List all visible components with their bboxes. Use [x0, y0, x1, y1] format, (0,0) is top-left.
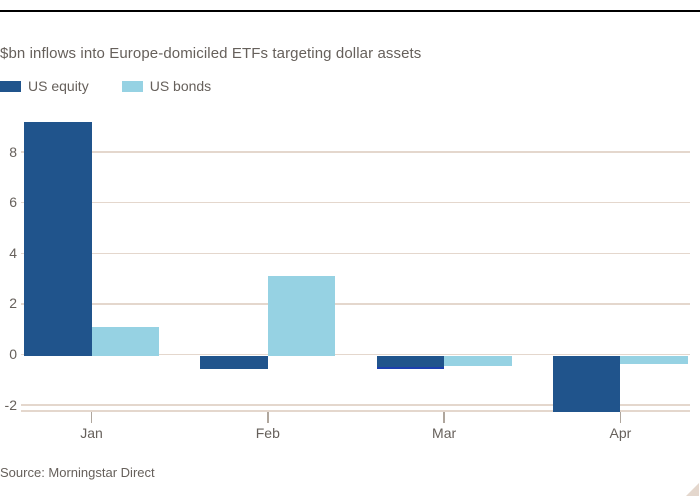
bar-us-equity-apr [552, 356, 621, 412]
x-axis-tick-mar [443, 411, 445, 423]
gridline-4 [21, 252, 690, 255]
resize-corner-triangle [686, 483, 699, 496]
y-axis-label: 6 [9, 194, 17, 211]
gridline-0 [21, 353, 690, 356]
x-axis-tick-jan [90, 411, 93, 423]
x-axis-line [21, 410, 690, 412]
legend-label-us-bonds: US bonds [149, 78, 212, 94]
legend-swatch-us-equity [0, 80, 21, 92]
x-axis-label-apr: Apr [609, 425, 632, 441]
x-axis-tick-feb [267, 411, 269, 423]
legend-swatch-us-bonds [121, 80, 143, 92]
x-axis-tick-apr [619, 411, 622, 423]
x-axis-label-feb: Feb [255, 425, 280, 441]
bar-us-equity-feb [200, 356, 268, 369]
bar-us-bonds-mar [444, 356, 512, 367]
bar-us-equity-mar [376, 356, 445, 369]
gridline-2 [21, 303, 690, 305]
chart-title: $bn inflows into Europe-domiciled ETFs t… [0, 45, 422, 62]
y-axis-label: -2 [4, 396, 17, 413]
x-axis-label-jan: Jan [80, 425, 103, 441]
gridline-8 [21, 151, 690, 153]
gridline-6 [21, 201, 690, 204]
bar-us-equity-jan [24, 121, 92, 356]
bar-us-bonds-apr [620, 356, 688, 364]
y-axis-label: 0 [9, 346, 17, 362]
legend-label-us-equity: US equity [28, 78, 89, 94]
y-axis-label: 8 [9, 143, 17, 160]
x-axis-label-mar: Mar [432, 425, 457, 441]
gridline--2 [21, 404, 690, 406]
legend: US equity US bonds [0, 78, 211, 94]
bar-bottom-edge-stroke [376, 366, 445, 369]
top-rule [0, 10, 700, 12]
bar-us-bonds-jan [91, 326, 159, 356]
source-note: Source: Morningstar Direct [0, 465, 155, 480]
y-axis-label: 2 [9, 295, 17, 312]
bar-us-bonds-feb [267, 276, 336, 356]
y-axis-label: 4 [9, 244, 17, 261]
